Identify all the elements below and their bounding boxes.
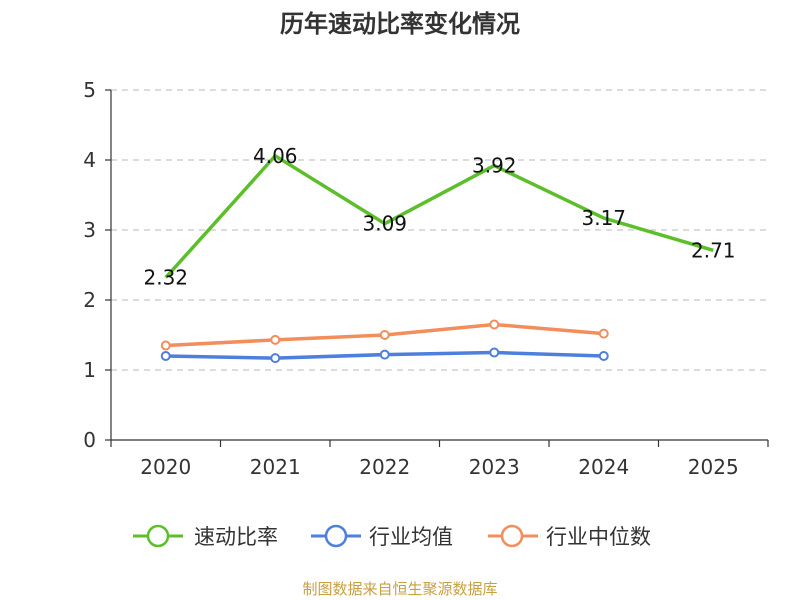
y-tick-label-5: 5 (83, 78, 96, 102)
y-tick-label-3: 3 (83, 218, 96, 242)
series-point-2-3 (489, 319, 500, 330)
legend-item-1[interactable]: 行业均值 (311, 524, 453, 549)
series-line-0 (164, 154, 714, 279)
series-lines (160, 154, 714, 364)
data-label-2023: 3.92 (472, 154, 517, 178)
data-label-2021: 4.06 (253, 144, 298, 168)
legend-item-0[interactable]: 速动比率 (133, 524, 278, 549)
legend-marker-1 (324, 524, 348, 548)
y-tick-label-0: 0 (83, 428, 96, 452)
series-point-1-3 (489, 347, 500, 358)
series-point-1-4 (598, 351, 609, 361)
y-tick-label-2: 2 (83, 288, 96, 312)
series-point-1-0 (160, 351, 171, 361)
x-tick-label-2025: 2025 (688, 455, 739, 479)
series-0 (164, 154, 714, 279)
legend-marker-2 (500, 524, 524, 548)
axes: 0 1 2 3 4 5 2020 2021 2022 2023 2024 2025 (83, 78, 769, 479)
chart-title: 历年速动比率变化情况 (280, 10, 520, 38)
x-tick-label-2024: 2024 (578, 455, 629, 479)
legend-label-1: 行业均值 (369, 525, 453, 549)
data-label-2024: 3.17 (581, 206, 626, 230)
series-point-2-0 (160, 340, 171, 351)
legend-label-0: 速动比率 (194, 525, 278, 549)
series-2 (160, 319, 609, 351)
x-tick-label-2021: 2021 (250, 455, 301, 479)
data-label-2022: 3.09 (362, 212, 407, 236)
legend-label-2: 行业中位数 (546, 525, 651, 549)
y-tick-label-4: 4 (83, 148, 96, 172)
series-point-2-2 (379, 330, 390, 340)
legend[interactable]: 速动比率 行业均值 行业中位数 (133, 524, 651, 549)
x-tick-label-2022: 2022 (359, 455, 410, 479)
source-note: 制图数据来自恒生聚源数据库 (302, 580, 498, 598)
data-label-2020: 2.32 (143, 266, 188, 290)
legend-item-2[interactable]: 行业中位数 (488, 524, 651, 549)
y-tick-label-1: 1 (83, 358, 96, 382)
series-1 (160, 347, 609, 364)
legend-marker-0 (146, 524, 170, 548)
series-point-2-1 (270, 334, 281, 345)
x-tick-label-2020: 2020 (140, 455, 191, 479)
x-tick-label-2023: 2023 (469, 455, 520, 479)
series-point-2-4 (598, 328, 609, 339)
data-labels: 2.32 4.06 3.09 3.92 3.17 2.71 (143, 144, 735, 290)
data-label-2025: 2.71 (691, 238, 736, 262)
series-point-1-1 (270, 353, 281, 364)
series-point-1-2 (379, 349, 390, 360)
